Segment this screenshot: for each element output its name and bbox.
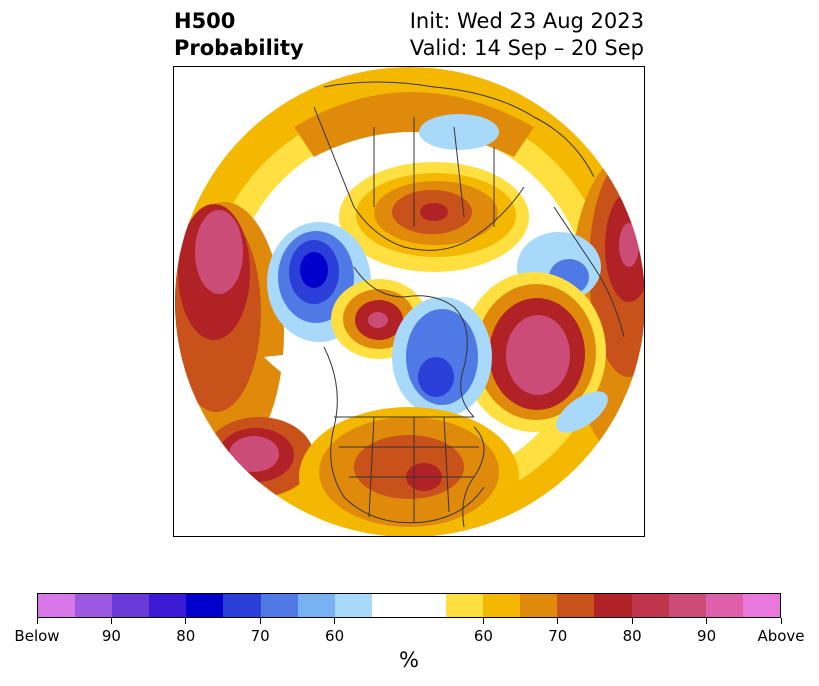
east-pink xyxy=(619,223,639,267)
colorbar-cell-10 xyxy=(408,594,447,617)
sw-pink xyxy=(229,436,279,472)
colorbar-tick-label: 90 xyxy=(101,627,121,645)
coastlines xyxy=(313,81,625,528)
colorbar-cell-1 xyxy=(75,594,113,617)
colorbar-tick xyxy=(185,618,187,624)
colorbar-tick-label: Below xyxy=(14,627,60,645)
colorbar-tick xyxy=(334,618,336,624)
colorbar-tick-label: Above xyxy=(757,627,805,645)
colorbar-tick-label: 80 xyxy=(622,627,642,645)
title-product: Probability xyxy=(174,36,304,60)
colorbar-tick xyxy=(706,618,708,624)
colorbar-tick-label: 60 xyxy=(473,627,493,645)
colorbar-cell-18 xyxy=(705,594,743,617)
alaska-navy xyxy=(300,252,328,288)
atlantic-south-lightblue xyxy=(556,391,608,433)
atlantic-pink xyxy=(506,315,570,395)
colorbar-cell-16 xyxy=(631,594,669,617)
title-variable: H500 xyxy=(174,9,236,33)
colorbar-tick xyxy=(557,618,559,624)
colorbar-cell-12 xyxy=(483,594,521,617)
colorbar-unit: % xyxy=(399,648,419,672)
colorbar-tick-label: 60 xyxy=(325,627,345,645)
colorbar-cell-17 xyxy=(668,594,706,617)
colorbar-cell-0 xyxy=(38,594,76,617)
colorbar-cell-4 xyxy=(186,594,224,617)
neutral-band xyxy=(264,352,349,397)
init-time: Init: Wed 23 Aug 2023 xyxy=(409,9,644,33)
title-right: Init: Wed 23 Aug 2023 Valid: 14 Sep – 20… xyxy=(410,8,644,62)
colorbar-tick-label: 80 xyxy=(176,627,196,645)
colorbar-tick xyxy=(482,618,484,624)
colorbar-cell-7 xyxy=(297,594,335,617)
colorbar-cell-2 xyxy=(112,594,150,617)
hudson-royal xyxy=(418,357,454,397)
colorbar-tick-label: 70 xyxy=(250,627,270,645)
colorbar-tick xyxy=(631,618,633,624)
colorbar-tick xyxy=(110,618,112,624)
colorbar-cell-9 xyxy=(371,594,409,617)
colorbar-tick xyxy=(259,618,261,624)
colorbar-cell-19 xyxy=(742,594,780,617)
probability-map xyxy=(173,66,645,537)
colorbar-tick-label: 70 xyxy=(548,627,568,645)
pacific-west-pink xyxy=(195,210,243,294)
colorbar-cell-11 xyxy=(446,594,484,617)
siberia-red xyxy=(420,203,448,221)
colorbar-cell-13 xyxy=(520,594,558,617)
colorbar xyxy=(37,593,781,618)
colorbar-cell-5 xyxy=(223,594,261,617)
probability-field xyxy=(175,67,644,536)
colorbar-cell-8 xyxy=(334,594,372,617)
colorbar-cell-6 xyxy=(260,594,298,617)
colorbar-cell-3 xyxy=(149,594,187,617)
colorbar-tick xyxy=(780,618,782,624)
north-lightblue xyxy=(419,114,499,150)
valid-period: Valid: 14 Sep – 20 Sep xyxy=(409,36,644,60)
map-svg xyxy=(175,67,644,536)
colorbar-tick-label: 90 xyxy=(697,627,717,645)
canada-pink xyxy=(368,312,388,328)
colorbar-cell-14 xyxy=(557,594,595,617)
title-left: H500 Probability xyxy=(174,8,304,62)
colorbar-cell-15 xyxy=(594,594,632,617)
colorbar-tick xyxy=(36,618,38,624)
